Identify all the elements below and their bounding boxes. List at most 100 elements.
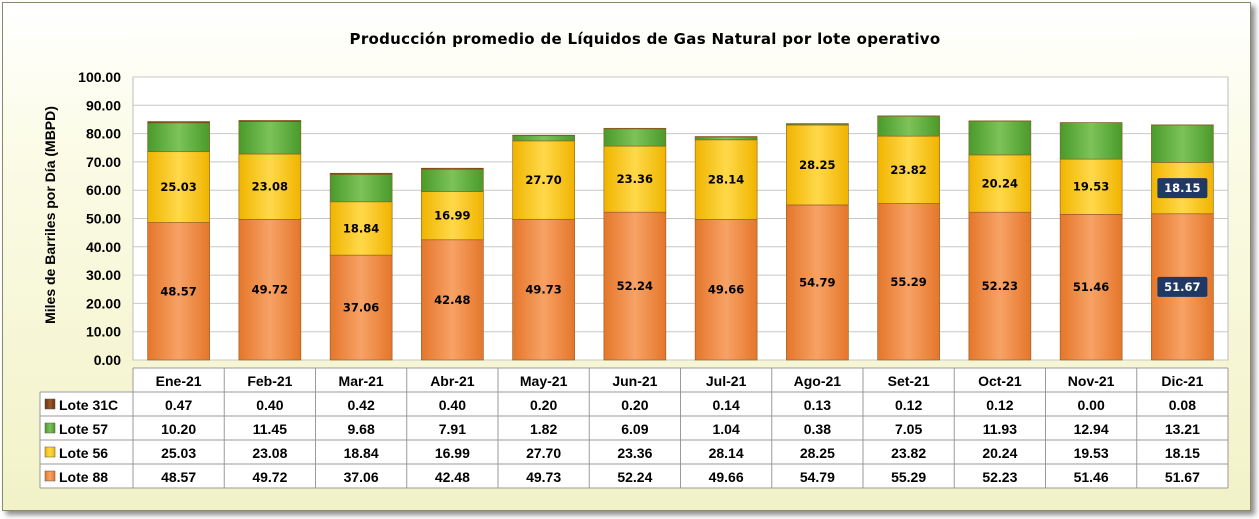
bar-lote-57-nov-21 [1059,122,1123,160]
data-label-lote-88-jul-21: 49.66 [708,283,744,297]
category-label-dic-21: Dic-21 [1161,373,1203,389]
y-tick-label: 70.00 [86,154,121,170]
category-label-jul-21: Jul-21 [706,373,747,389]
bar-lote-56-ene-21 [147,151,210,223]
data-label-lote-88-mar-21: 37.06 [343,301,379,315]
data-label-lote-56-oct-21: 20.24 [982,177,1018,191]
table-cell-lote-88-may-21: 49.73 [526,469,561,485]
table-cell-lote-31c-jul-21: 0.14 [713,397,740,413]
table-cell-lote-56-ene-21: 25.03 [161,445,196,461]
table-cell-lote-88-jun-21: 52.24 [617,469,652,485]
table-cell-lote-31c-feb-21: 0.40 [256,397,283,413]
table-cell-lote-57-mar-21: 9.68 [348,421,375,437]
legend-label-lote-57: Lote 57 [59,421,108,437]
bar-lote-31c-abr-21 [421,167,484,170]
bar-lote-88-jul-21 [694,219,758,361]
table-cell-lote-56-jun-21: 23.36 [617,445,652,461]
legend-label-lote-31c: Lote 31C [59,397,118,413]
data-label-lote-56-dic-21: 18.15 [1164,181,1200,195]
bar-lote-31c-feb-21 [238,120,302,122]
table-cell-lote-31c-dic-21: 0.08 [1169,397,1196,413]
bar-lote-56-nov-21 [1059,158,1123,215]
table-cell-lote-57-feb-21: 11.45 [253,421,287,437]
data-label-lote-56-ene-21: 25.03 [160,180,196,194]
table-cell-lote-88-abr-21: 42.48 [435,469,470,485]
data-label-lote-56-may-21: 27.70 [525,173,561,187]
bar-lote-88-feb-21 [238,218,302,361]
y-tick-label: 20.00 [86,295,121,311]
y-axis-ticks: 0.00 10.00 20.00 30.00 40.00 50.00 60.00 70.00 8… [78,69,121,368]
table-cell-lote-56-mar-21: 18.84 [344,445,379,461]
data-label-lote-88-oct-21: 52.23 [982,279,1018,293]
data-label-lote-88-nov-21: 51.46 [1073,280,1109,294]
bar-lote-88-mar-21 [329,254,393,361]
table-cell-lote-57-may-21: 1.82 [530,421,557,437]
table-cell-lote-31c-mar-21: 0.42 [348,397,375,413]
category-label-mar-21: Mar-21 [339,373,384,389]
data-label-lote-88-jun-21: 52.24 [617,279,653,293]
category-label-feb-21: Feb-21 [247,373,292,389]
bar-lote-88-may-21 [512,218,575,361]
bar-lote-88-abr-21 [421,239,484,361]
y-tick-label: 0.00 [94,352,121,368]
category-label-set-21: Set-21 [888,373,930,389]
category-label-may-21: May-21 [520,373,568,389]
bar-lote-57-oct-21 [968,120,1032,156]
y-tick-label: 60.00 [86,182,121,198]
table-cell-lote-56-may-21: 27.70 [526,445,561,461]
table-cell-lote-56-dic-21: 18.15 [1165,445,1200,461]
table-cell-lote-88-mar-21: 37.06 [344,469,379,485]
y-tick-label: 100.00 [78,69,121,85]
table-cell-lote-88-feb-21: 49.72 [252,469,287,485]
bar-lote-57-dic-21 [1151,124,1214,163]
bar-lote-57-set-21 [877,115,940,137]
table-cell-lote-57-dic-21: 13.21 [1165,421,1200,437]
y-tick-label: 40.00 [86,239,121,255]
y-tick-label: 30.00 [86,267,121,283]
bar-lote-56-jun-21 [603,145,667,213]
y-tick-label: 50.00 [86,211,121,227]
category-label-jun-21: Jun-21 [612,373,657,389]
category-label-nov-21: Nov-21 [1068,373,1115,389]
bar-lote-56-abr-21 [421,191,484,241]
table-cell-lote-56-nov-21: 19.53 [1074,445,1109,461]
data-labels: 48.57 25.03 49.72 23.08 37.06 18.84 42.48 16.99… [160,158,1208,315]
table-cell-lote-31c-nov-21: 0.00 [1078,397,1105,413]
table-cell-lote-57-nov-21: 12.94 [1074,421,1109,437]
category-label-oct-21: Oct-21 [978,373,1022,389]
y-tick-label: 90.00 [86,97,121,113]
table-cell-lote-88-ene-21: 48.57 [161,469,196,485]
bar-lote-56-feb-21 [238,153,302,220]
table-cell-lote-31c-oct-21: 0.12 [986,397,1013,413]
data-label-lote-88-abr-21: 42.48 [434,293,470,307]
bar-lote-88-ago-21 [786,204,849,361]
gridlines [133,76,1228,361]
legend-label-lote-56: Lote 56 [59,445,108,461]
data-label-lote-56-jun-21: 23.36 [617,172,653,186]
y-axis-label: Miles de Barriles por Día (MBPD) [42,106,58,324]
bar-lote-31c-mar-21 [329,172,393,175]
bar-lote-57-feb-21 [238,121,302,155]
table-cell-lote-57-jun-21: 6.09 [621,421,648,437]
data-label-lote-56-mar-21: 18.84 [343,221,379,235]
category-label-ene-21: Ene-21 [156,373,202,389]
data-table: Ene-21 Feb-21 Mar-21 Abr-21 May-21 Jun-21 Jul-… [39,367,1229,489]
legend-swatch-lote-57 [44,422,56,434]
data-label-lote-56-set-21: 23.82 [890,163,926,177]
bars [147,115,1214,361]
data-label-lote-56-ago-21: 28.25 [799,158,835,172]
bar-lote-31c-jun-21 [603,127,667,130]
bar-lote-57-mar-21 [329,174,393,203]
data-label-highlight-box [1157,276,1208,297]
bar-lote-56-jul-21 [694,139,758,220]
table-cell-lote-57-ago-21: 0.38 [804,421,831,437]
data-label-lote-88-dic-21: 51.67 [1164,280,1200,294]
chart-title: Producción promedio de Líquidos de Gas N… [350,30,941,48]
table-cell-lote-57-jul-21: 1.04 [713,421,740,437]
bar-lote-56-ago-21 [786,124,849,206]
data-label-highlight-box [1157,178,1208,199]
table-cell-lote-57-ene-21: 10.20 [161,421,196,437]
bar-lote-57-abr-21 [421,169,484,192]
data-label-lote-88-ene-21: 48.57 [160,284,196,298]
